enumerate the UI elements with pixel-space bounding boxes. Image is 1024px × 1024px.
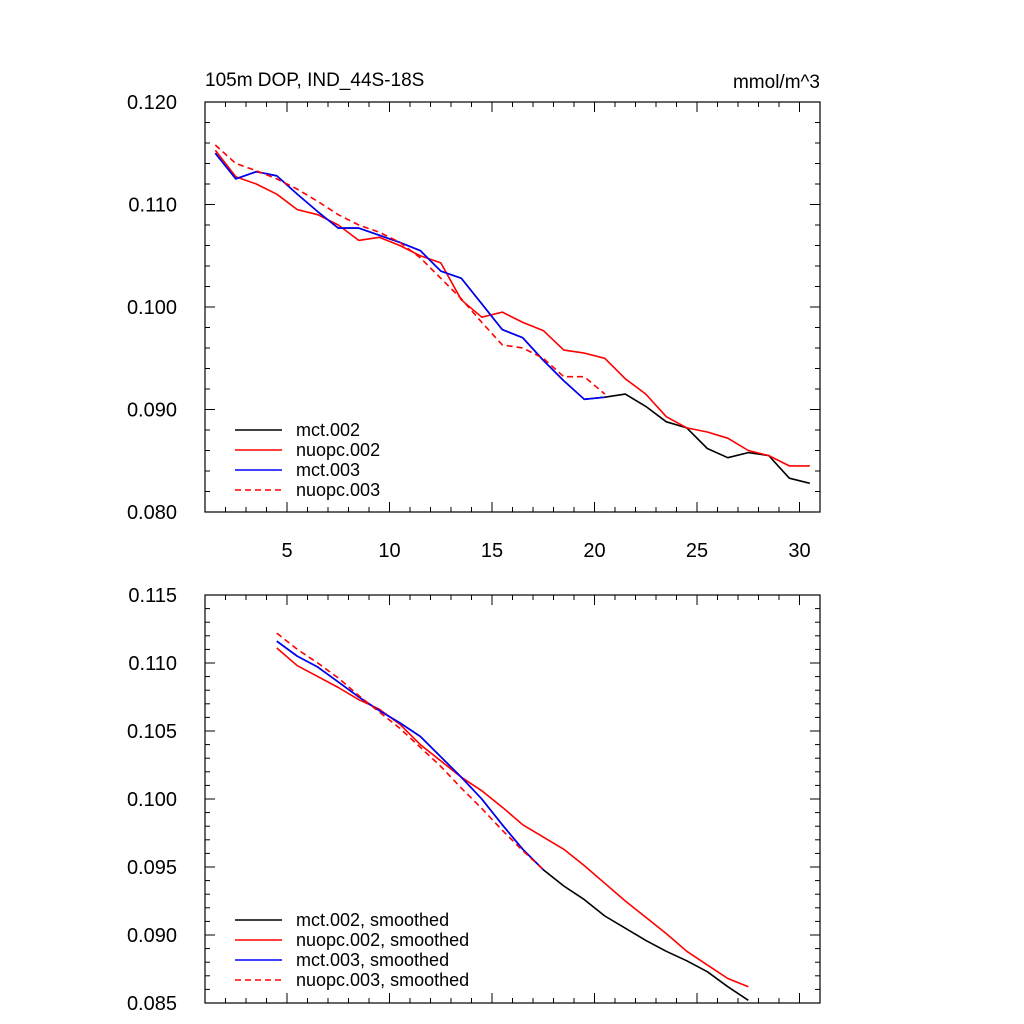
y-tick-label: 0.100	[127, 297, 177, 319]
y-tick-label: 0.090	[127, 400, 177, 422]
legend-label: nuopc.003, smoothed	[296, 970, 469, 990]
y-tick-label: 0.115	[128, 585, 177, 607]
x-tick-label: 10	[378, 540, 400, 562]
y-tick-label: 0.120	[127, 92, 177, 114]
x-tick-label: 20	[583, 540, 605, 562]
y-tick-label: 0.080	[127, 502, 177, 524]
y-tick-label: 0.095	[127, 857, 177, 879]
x-tick-label: 25	[686, 540, 708, 562]
series-line	[276, 632, 544, 871]
legend-label: nuopc.002, smoothed	[296, 930, 469, 950]
legend-label: mct.003	[296, 460, 360, 480]
units-label: mmol/m^3	[733, 72, 820, 93]
y-tick-label: 0.085	[127, 993, 177, 1015]
legend-label: mct.002	[296, 420, 360, 440]
y-tick-label: 0.090	[127, 925, 177, 947]
series-line	[214, 152, 605, 401]
x-tick-label: 5	[281, 540, 292, 562]
series-line	[214, 149, 810, 467]
y-tick-label: 0.100	[127, 789, 177, 811]
legend-label: mct.002, smoothed	[296, 910, 449, 930]
legend-label: mct.003, smoothed	[296, 950, 449, 970]
series-line	[276, 647, 749, 988]
x-tick-label: 15	[481, 540, 503, 562]
y-tick-label: 0.110	[128, 195, 177, 217]
legend-label: nuopc.002	[296, 440, 380, 460]
series-line	[214, 144, 606, 395]
series-line	[276, 640, 544, 871]
chart-panel-1: 5 10 15 20 25 30 0.080 0.090 0.100 0.110 0.120 105m…	[127, 70, 821, 562]
x-tick-label: 30	[788, 540, 810, 562]
legend-label: nuopc.003	[296, 480, 380, 500]
chart-panel-2: 0.085 0.090 0.095 0.100 0.105 0.110 0.115 mct.0…	[127, 585, 821, 1015]
chart-title: 105m DOP, IND_44S-18S	[205, 70, 424, 91]
y-tick-label: 0.110	[128, 653, 177, 675]
y-tick-label: 0.105	[127, 721, 177, 743]
